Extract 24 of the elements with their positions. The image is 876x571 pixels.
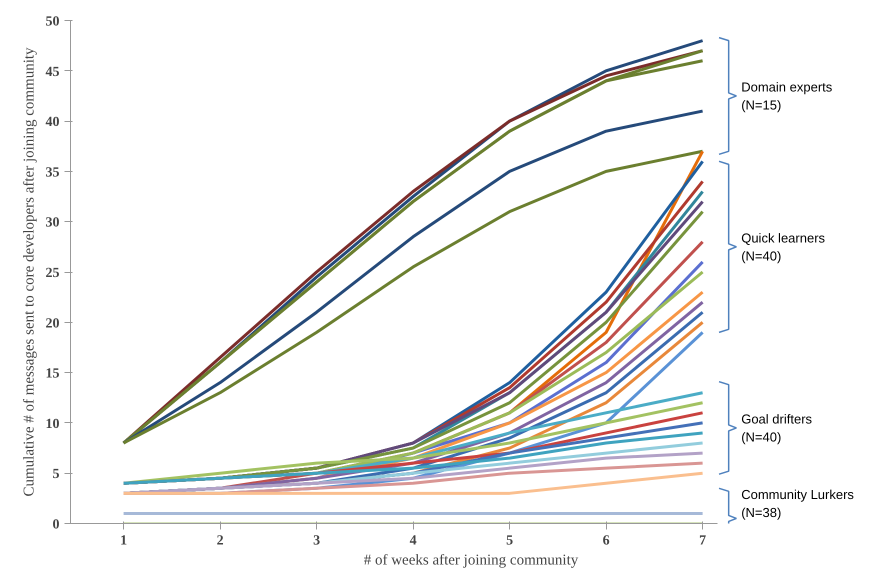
text: Goal drifters (N=40) (741, 411, 813, 444)
x-tick-label: 7 (699, 534, 706, 548)
text: Community Lurkers (N=38) (741, 486, 854, 520)
y-tick-label: 50 (46, 14, 60, 30)
y-tick-label: 5 (52, 467, 60, 482)
y-tick-label: 40 (46, 115, 60, 130)
x-tick-label: 5 (506, 534, 514, 548)
y-tick-label: 20 (46, 316, 60, 332)
x-tick-label: 2 (216, 534, 224, 548)
text: Domain experts (N=15) (741, 79, 833, 112)
x-tick-label: 6 (602, 534, 610, 548)
x-tick-label: 3 (313, 534, 320, 548)
x-axis-title: # of weeks after joining community (364, 552, 579, 568)
y-tick-label: 10 (46, 416, 60, 432)
y-tick-label: 35 (46, 165, 60, 180)
x-tick-label: 1 (120, 534, 128, 548)
y-tick-label: 25 (46, 266, 60, 281)
y-tick-label: 45 (46, 64, 60, 80)
y-tick-label: 0 (52, 518, 60, 532)
x-tick-label: 4 (410, 534, 417, 548)
y-axis-title: Cumulative # of messages sent to core developers after joining community (22, 46, 38, 497)
y-tick-label: 30 (46, 216, 60, 231)
y-tick-label: 15 (46, 366, 60, 382)
text: Quick learners (N=40) (741, 230, 826, 264)
